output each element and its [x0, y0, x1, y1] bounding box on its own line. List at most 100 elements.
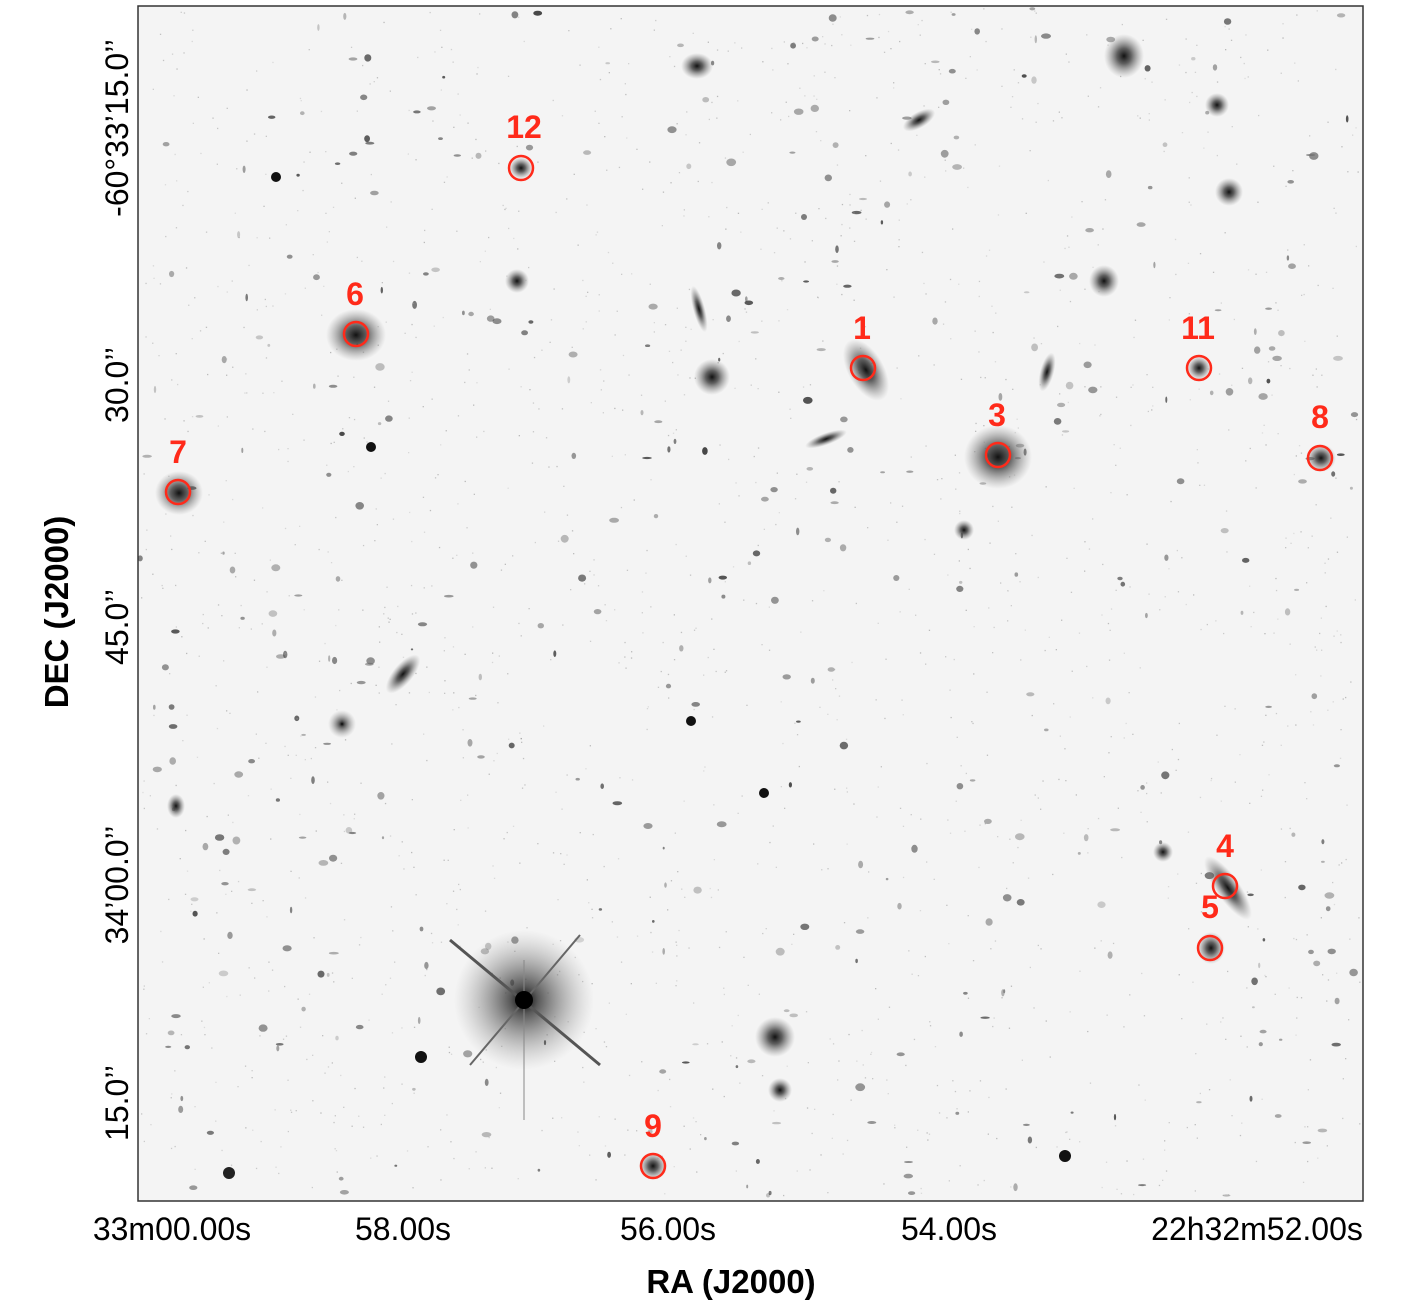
noise-pixel — [933, 553, 936, 555]
noise-pixel — [475, 1151, 477, 1153]
noise-pixel — [1106, 1014, 1108, 1016]
faint-source — [974, 28, 980, 35]
noise-pixel — [318, 548, 320, 551]
noise-pixel — [641, 591, 644, 593]
noise-pixel — [582, 1066, 584, 1069]
noise-pixel — [335, 1150, 338, 1152]
noise-pixel — [728, 458, 730, 461]
faint-source — [410, 648, 414, 651]
noise-pixel — [723, 987, 725, 989]
noise-pixel — [1031, 714, 1033, 717]
noise-pixel — [936, 479, 939, 481]
noise-pixel — [832, 679, 834, 681]
noise-pixel — [706, 1043, 709, 1045]
noise-pixel — [216, 912, 218, 914]
faint-source — [255, 335, 264, 340]
x-tick-label: 54.00s — [901, 1211, 997, 1247]
noise-pixel — [685, 134, 687, 136]
noise-pixel — [190, 910, 192, 912]
noise-pixel — [1012, 862, 1014, 864]
noise-pixel — [464, 480, 466, 483]
faint-source — [598, 908, 603, 911]
noise-pixel — [965, 772, 967, 775]
noise-pixel — [299, 813, 301, 816]
noise-pixel — [1020, 819, 1022, 821]
noise-pixel — [1246, 891, 1249, 893]
noise-pixel — [246, 392, 248, 394]
noise-pixel — [849, 110, 851, 112]
source-circle-8 — [1306, 444, 1334, 472]
noise-pixel — [314, 696, 317, 698]
noise-pixel — [1273, 632, 1275, 634]
noise-pixel — [776, 472, 778, 474]
noise-pixel — [959, 512, 961, 515]
noise-pixel — [772, 69, 774, 71]
noise-pixel — [715, 670, 717, 673]
noise-pixel — [381, 993, 383, 995]
noise-pixel — [446, 903, 448, 905]
noise-pixel — [1188, 313, 1190, 315]
noise-pixel — [1079, 342, 1081, 345]
faint-source — [667, 446, 671, 453]
noise-pixel — [1324, 562, 1326, 564]
noise-pixel — [1147, 410, 1149, 413]
noise-pixel — [980, 376, 982, 379]
noise-pixel — [290, 870, 292, 872]
noise-pixel — [1203, 484, 1206, 486]
noise-pixel — [573, 173, 575, 175]
faint-source — [431, 267, 440, 273]
faint-source — [1083, 834, 1089, 842]
noise-pixel — [1207, 131, 1209, 133]
faint-source — [796, 720, 801, 723]
noise-pixel — [177, 383, 179, 386]
faint-source — [484, 1078, 489, 1086]
noise-pixel — [310, 757, 312, 760]
noise-pixel — [608, 1002, 610, 1004]
noise-pixel — [954, 454, 956, 456]
faint-source — [1031, 343, 1038, 352]
noise-pixel — [680, 631, 683, 634]
noise-pixel — [1146, 821, 1148, 823]
noise-pixel — [919, 910, 922, 912]
noise-pixel — [196, 756, 199, 758]
noise-pixel — [1250, 626, 1252, 628]
faint-source — [345, 827, 353, 834]
noise-pixel — [947, 819, 949, 821]
noise-pixel — [488, 1136, 490, 1139]
faint-source — [692, 1043, 699, 1046]
noise-pixel — [1240, 1035, 1242, 1037]
noise-pixel — [491, 1167, 493, 1169]
noise-pixel — [1168, 319, 1170, 321]
noise-pixel — [333, 981, 335, 983]
noise-pixel — [997, 520, 999, 522]
noise-pixel — [1290, 542, 1292, 544]
noise-pixel — [920, 818, 922, 820]
faint-source — [731, 1141, 740, 1146]
noise-pixel — [549, 341, 551, 343]
noise-pixel — [1308, 265, 1310, 267]
faint-source — [162, 142, 170, 147]
noise-pixel — [548, 466, 550, 468]
noise-pixel — [192, 514, 194, 517]
faint-source — [824, 174, 832, 182]
faint-source — [771, 596, 779, 604]
noise-pixel — [1241, 1122, 1243, 1124]
faint-source — [276, 1045, 280, 1052]
noise-pixel — [905, 1064, 907, 1067]
noise-pixel — [695, 1121, 697, 1123]
noise-pixel — [755, 481, 757, 484]
noise-pixel — [836, 283, 838, 285]
noise-pixel — [723, 993, 725, 996]
noise-pixel — [974, 144, 976, 146]
noise-pixel — [1079, 1141, 1081, 1143]
faint-source — [782, 674, 791, 680]
noise-pixel — [822, 340, 824, 342]
noise-pixel — [191, 416, 194, 418]
noise-pixel — [248, 967, 250, 969]
noise-pixel — [683, 209, 685, 211]
noise-pixel — [985, 255, 988, 257]
noise-pixel — [969, 567, 971, 570]
noise-pixel — [429, 11, 431, 14]
noise-pixel — [1167, 897, 1169, 899]
noise-pixel — [1019, 581, 1021, 583]
